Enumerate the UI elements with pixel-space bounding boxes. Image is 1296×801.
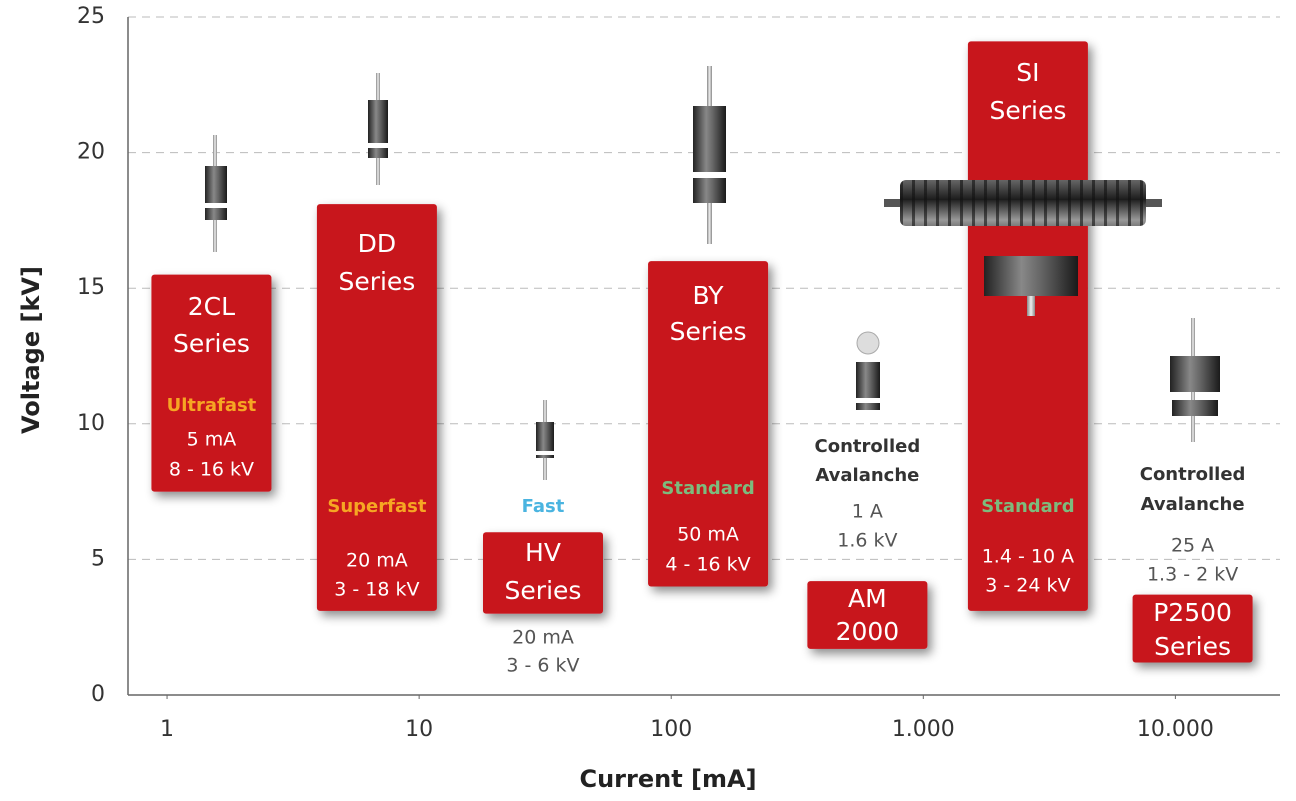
spec-text: 1.6 kV (837, 530, 897, 552)
x-tick-label: 100 (650, 717, 692, 742)
speed-class: Standard (661, 478, 754, 499)
speed-class: Fast (522, 496, 565, 517)
y-tick-label: 15 (77, 275, 105, 300)
product-name: P2500 (1153, 598, 1232, 627)
product-name: 2000 (836, 617, 900, 646)
product-name: Series (505, 576, 582, 605)
spec-text: 20 mA (512, 627, 574, 649)
product-name: AM (848, 584, 887, 613)
x-tick-label: 1 (160, 717, 174, 742)
product-name: Series (670, 317, 747, 346)
product-name: Series (989, 96, 1066, 125)
product-name: DD (358, 229, 397, 258)
spec-text: 1.3 - 2 kV (1147, 564, 1238, 586)
speed-class: Standard (981, 496, 1074, 517)
spec-text: 3 - 24 kV (985, 575, 1070, 597)
y-tick-label: 25 (77, 4, 105, 29)
spec-text: 20 mA (346, 550, 408, 572)
product-box (968, 41, 1088, 611)
y-axis-title: Voltage [kV] (17, 266, 45, 434)
y-tick-label: 5 (91, 546, 105, 571)
spec-text: 3 - 6 kV (506, 655, 579, 677)
spec-text: 1 A (852, 501, 883, 523)
spec-text: 5 mA (187, 429, 237, 451)
x-tick-label: 10.000 (1137, 717, 1214, 742)
product-name: Series (173, 329, 250, 358)
product-name: Series (338, 267, 415, 296)
speed-class: Ultrafast (167, 395, 257, 416)
speed-class: Controlled (815, 436, 921, 457)
speed-class: Avalanche (815, 465, 919, 486)
y-tick-label: 10 (77, 411, 105, 436)
speed-class: Avalanche (1141, 494, 1245, 515)
x-tick-label: 1.000 (892, 717, 955, 742)
spec-text: 25 A (1171, 535, 1214, 557)
product-name: 2CL (188, 292, 235, 321)
spec-text: 1.4 - 10 A (982, 546, 1074, 568)
x-tick-label: 10 (405, 717, 433, 742)
spec-text: 8 - 16 kV (169, 459, 254, 481)
product-name: SI (1016, 58, 1039, 87)
spec-text: 50 mA (677, 524, 739, 546)
speed-class: Controlled (1140, 464, 1246, 485)
product-name: HV (525, 538, 561, 567)
spec-text: 3 - 18 kV (334, 579, 419, 601)
product-name: Series (1154, 632, 1231, 661)
chart: 0 5 10 15 20 25 1 10 100 1.000 10.000 Current [mA] V… (0, 0, 1296, 801)
y-tick-label: 20 (77, 140, 105, 165)
y-tick-label: 0 (91, 682, 105, 707)
speed-class: Superfast (327, 496, 426, 517)
product-name: BY (693, 281, 725, 310)
spec-text: 4 - 16 kV (665, 554, 750, 576)
x-axis-title: Current [mA] (579, 765, 756, 793)
